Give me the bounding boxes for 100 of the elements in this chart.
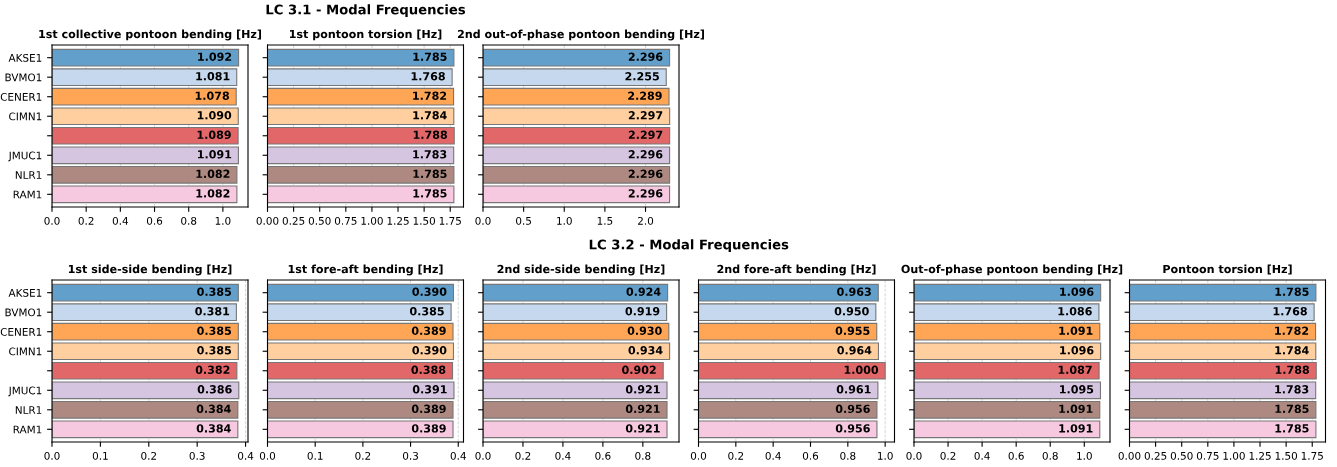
y-tick-label: JMUC1 <box>8 151 42 162</box>
x-tick-label: 1.0 <box>215 216 231 225</box>
data-label: 1.096 <box>1060 287 1094 296</box>
x-tick-label: 0.0 <box>690 451 707 460</box>
data-label: 0.950 <box>834 307 869 316</box>
data-label: 0.385 <box>197 346 232 355</box>
data-label: 0.389 <box>411 424 446 433</box>
data-label: 0.385 <box>409 307 444 316</box>
x-tick-label: 0.00 <box>1118 451 1141 460</box>
data-label: 0.381 <box>195 307 230 316</box>
x-tick-label: 0.0 <box>44 216 60 225</box>
y-tick-label: CIMN1 <box>9 112 42 121</box>
x-tick-label: 0.0 <box>475 216 491 225</box>
data-label: 0.385 <box>197 287 232 296</box>
x-tick-label: 0.75 <box>334 216 357 225</box>
data-label: 1.081 <box>196 72 230 81</box>
x-tick-label: 0.50 <box>1170 451 1193 460</box>
data-label: 1.784 <box>413 111 447 120</box>
chart-title: 1st pontoon torsion [Hz] <box>289 29 442 41</box>
data-label: 1.768 <box>1273 307 1307 316</box>
y-tick-label: AKSE1 <box>8 53 42 62</box>
data-label: 1.782 <box>1275 326 1309 335</box>
x-tick-label: 0.2 <box>515 451 531 460</box>
x-tick-label: 0.4 <box>974 451 990 460</box>
x-tick-label: 0.3 <box>189 451 205 460</box>
data-label: 2.296 <box>628 52 663 61</box>
data-label: 1.785 <box>1275 404 1309 414</box>
x-tick-label: 1.00 <box>1223 451 1245 460</box>
chart-title: 2nd fore-aft bending [Hz] <box>717 264 876 276</box>
data-label: 1.086 <box>1058 307 1092 316</box>
x-tick-label: 0.8 <box>840 451 856 460</box>
x-tick-label: 1.25 <box>387 216 409 225</box>
data-label: 1.785 <box>413 52 447 61</box>
x-tick-label: 0.6 <box>146 216 163 225</box>
chart-title: 1st collective pontoon bending [Hz] <box>39 29 262 41</box>
data-label: 0.955 <box>835 326 870 335</box>
data-label: 1.000 <box>844 365 879 374</box>
x-tick-label: 1.0 <box>557 216 572 225</box>
chart-title: 2nd out-of-phase pontoon bending [Hz] <box>457 29 704 41</box>
y-tick-label: RAM1 <box>13 425 42 434</box>
data-label: 0.386 <box>197 385 232 394</box>
data-label: 1.785 <box>413 189 447 198</box>
data-label: 0.963 <box>837 287 871 296</box>
data-label: 0.921 <box>625 385 660 394</box>
data-label: 0.961 <box>836 385 871 394</box>
data-label: 2.297 <box>628 130 663 139</box>
data-label: 0.921 <box>625 404 660 414</box>
x-tick-label: 0.2 <box>141 451 157 460</box>
chart-title: Out-of-phase pontoon bending [Hz] <box>901 264 1123 276</box>
data-label: 0.902 <box>622 365 656 374</box>
y-tick-label: NLR1 <box>15 406 42 414</box>
x-tick-label: 0.6 <box>1008 451 1024 460</box>
data-label: 1.087 <box>1058 365 1092 374</box>
x-tick-label: 1.00 <box>361 216 383 225</box>
x-tick-label: 1.0 <box>1077 451 1092 460</box>
x-tick-label: 0.2 <box>78 216 94 225</box>
x-tick-label: 0.50 <box>308 216 331 225</box>
chart-title: Pontoon torsion [Hz] <box>1163 264 1292 275</box>
data-label: 1.090 <box>197 111 232 120</box>
data-label: 1.785 <box>1275 287 1309 296</box>
data-label: 0.388 <box>411 365 446 374</box>
x-tick-label: 0.4 <box>112 216 129 225</box>
x-tick-label: 0.1 <box>307 451 323 460</box>
x-tick-label: 0.00 <box>256 216 279 225</box>
x-tick-label: 0.4 <box>555 451 571 460</box>
data-label: 1.082 <box>196 169 230 179</box>
data-label: 1.788 <box>1275 365 1309 374</box>
y-tick-label: CENER1 <box>0 327 42 336</box>
data-label: 1.768 <box>411 72 445 81</box>
y-tick-label: NLR1 <box>15 171 42 179</box>
data-label: 2.296 <box>628 169 663 179</box>
data-label: 0.930 <box>627 326 662 335</box>
x-tick-label: 0.8 <box>635 451 651 460</box>
x-tick-label: 1.75 <box>1301 452 1323 460</box>
data-label: 1.078 <box>195 91 229 100</box>
x-tick-label: 0.8 <box>181 216 197 225</box>
x-tick-label: 0.2 <box>728 451 744 460</box>
data-label: 1.785 <box>1275 424 1309 433</box>
data-label: 1.091 <box>1059 424 1093 433</box>
data-label: 2.255 <box>625 72 659 81</box>
y-tick-label: BVMO1 <box>5 308 42 317</box>
x-tick-label: 1.0 <box>878 451 893 460</box>
data-label: 0.390 <box>412 346 447 355</box>
data-label: 2.297 <box>628 111 663 120</box>
chart-title: 1st fore-aft bending [Hz] <box>288 264 443 276</box>
data-label: 0.384 <box>196 404 231 414</box>
data-label: 1.788 <box>413 130 447 139</box>
x-tick-label: 0.8 <box>1042 451 1058 460</box>
chart-title: 2nd side-side bending [Hz] <box>497 264 665 276</box>
x-tick-label: 0.5 <box>516 216 531 225</box>
x-tick-label: 0.25 <box>1144 451 1167 460</box>
y-tick-label: CIMN1 <box>9 347 42 356</box>
data-label: 2.296 <box>628 150 663 159</box>
chart-title: 1st side-side bending [Hz] <box>68 264 232 276</box>
y-tick-label: JMUC1 <box>8 386 42 397</box>
y-tick-label: RAM1 <box>13 190 42 199</box>
data-label: 0.385 <box>197 326 232 335</box>
data-label: 1.783 <box>413 150 447 159</box>
data-label: 0.384 <box>196 424 231 433</box>
data-label: 1.095 <box>1060 385 1094 394</box>
